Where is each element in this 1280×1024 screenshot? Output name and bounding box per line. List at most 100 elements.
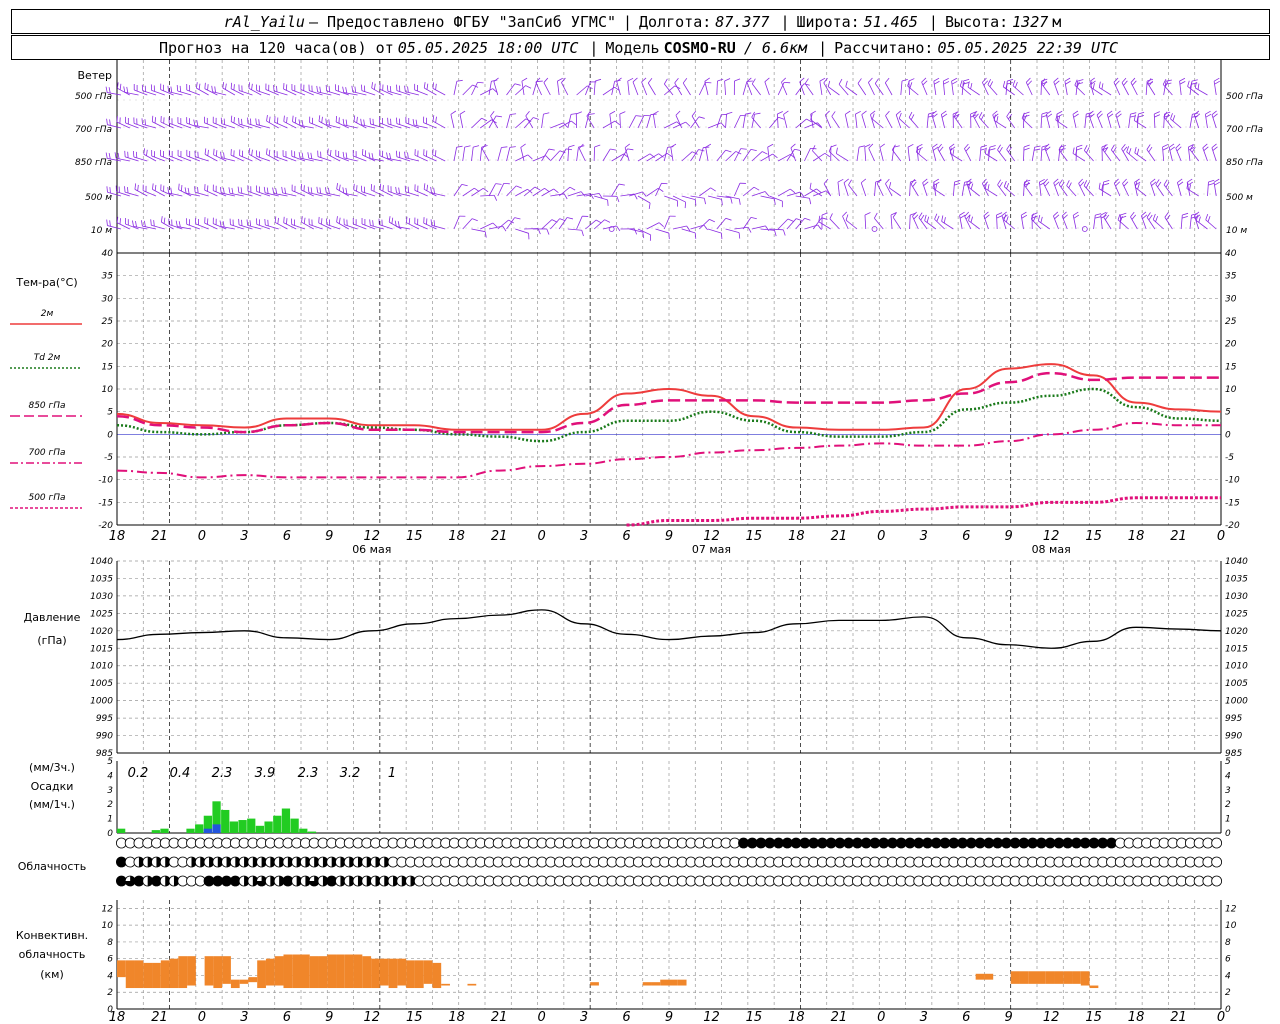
x-tick-label: 0 — [877, 529, 885, 544]
wind-barb-feather — [848, 179, 852, 186]
wind-barb-feather — [845, 110, 851, 115]
wind-barb-feather — [996, 215, 1003, 219]
wind-barb-feather — [845, 80, 848, 87]
wind-barb-feather — [1179, 77, 1186, 82]
wind-barb-feather — [432, 82, 435, 89]
wind-barb-feather — [1025, 181, 1030, 188]
wind-barb-staff — [543, 82, 551, 96]
wind-barb-feather — [275, 188, 278, 195]
wind-barb-feather — [924, 214, 927, 221]
wind-barb-feather — [745, 112, 752, 115]
wind-barb-staff — [1025, 82, 1033, 96]
wind-barb-feather — [1175, 143, 1181, 149]
wind-barb-feather — [548, 148, 555, 151]
wind-barb-feather — [1130, 211, 1135, 218]
wind-barb-staff — [168, 91, 183, 96]
wind-barb-staff — [266, 153, 279, 162]
wind-barb-feather — [1001, 211, 1007, 216]
wind-barb-staff — [941, 221, 954, 230]
temp-y-tick-right: 25 — [1225, 317, 1237, 327]
wind-barb-feather — [108, 153, 111, 160]
pressure-y-tick-right: 985 — [1225, 749, 1242, 759]
cloud-cover-half — [322, 876, 328, 886]
pressure-y-tick-right: 1035 — [1225, 574, 1248, 584]
wind-barb-feather — [408, 218, 411, 225]
wind-barb-staff — [742, 114, 746, 129]
calc-label: Рассчитано: — [834, 38, 934, 57]
convective-layer — [117, 954, 1099, 989]
wind-barb-feather — [694, 232, 697, 239]
wind-barb-feather — [1191, 146, 1196, 153]
wind-barb-feather — [1046, 113, 1053, 118]
day-label: 08 мая — [1032, 543, 1071, 556]
wind-barb-staff — [868, 82, 875, 96]
cloud-cover-half — [279, 857, 285, 867]
wind-calm-circle — [871, 226, 878, 232]
cloud-cover-full — [116, 876, 127, 886]
cloud-cover-full — [940, 838, 951, 848]
precip-unit-1h: (мм/1ч.) — [29, 798, 75, 811]
wind-barb-staff — [682, 82, 691, 96]
wind-barb-feather — [434, 150, 437, 157]
wind-barb-feather — [974, 113, 979, 119]
wind-barb-staff — [777, 82, 785, 96]
wind-barb-feather — [537, 228, 541, 235]
wind-barb-staff — [343, 192, 358, 197]
wind-barb-staff — [1003, 186, 1015, 197]
wind-barb-feather — [1034, 148, 1041, 151]
cloud-cover-full — [791, 838, 802, 848]
conv-cloud-bar-extra — [1054, 971, 1064, 984]
wind-barb-staff — [1020, 215, 1024, 230]
wind-barb-staff — [783, 114, 788, 129]
wind-barb-feather — [1023, 147, 1030, 151]
wind-barb-staff — [204, 154, 218, 162]
temp-y-tick-right: -5 — [1225, 453, 1234, 463]
wind-barb-staff — [777, 218, 789, 230]
wind-barb-staff — [777, 188, 791, 197]
wind-barb-feather — [153, 220, 155, 227]
wind-barb-staff — [221, 226, 235, 230]
wind-barb-staff — [895, 114, 902, 129]
wind-barb-feather — [435, 116, 437, 123]
wind-barb-feather — [818, 215, 821, 222]
wind-barb-staff — [160, 189, 174, 197]
wind-barb-staff — [1213, 182, 1217, 197]
cloud-cover-full — [878, 838, 889, 848]
wind-barb-feather — [141, 220, 143, 227]
wind-barb-feather — [1040, 216, 1043, 223]
wind-barb-feather — [1142, 214, 1148, 220]
cloud-cover-half — [209, 857, 215, 867]
wind-barb-feather — [432, 148, 434, 155]
wind-barb-staff — [627, 81, 630, 96]
x-tick-label: 12 — [1043, 529, 1060, 544]
conv-cloud-bar — [362, 956, 372, 989]
x-tick-label: 12 — [363, 529, 380, 544]
wind-barb-staff — [142, 190, 157, 197]
wind-barb-feather — [106, 219, 108, 226]
wind-barb-feather — [874, 212, 878, 219]
wind-barb-staff — [1102, 149, 1112, 162]
model-name: COSMO-RU — [663, 38, 736, 57]
wind-barb-staff — [979, 147, 982, 162]
wind-barb-feather — [307, 152, 310, 159]
wind-barb-feather — [1072, 110, 1079, 115]
wind-barb-feather — [501, 146, 508, 148]
wind-barb-feather — [557, 77, 563, 82]
wind-barb-feather — [983, 80, 989, 86]
cloud-cover-half — [340, 857, 346, 867]
wind-barb-staff — [646, 187, 659, 197]
wind-barb-feather — [1130, 77, 1136, 83]
wind-barb-feather — [211, 85, 213, 92]
wind-barb-staff — [273, 193, 288, 197]
conv-cloud-bar — [344, 954, 354, 989]
wind-barb-staff — [576, 216, 583, 230]
wind-barb-staff — [515, 228, 529, 234]
wind-barb-feather — [1166, 214, 1171, 221]
wind-barb-feather — [373, 83, 376, 90]
wind-barb-staff — [541, 219, 553, 230]
wind-barb-feather — [527, 154, 533, 160]
wind-barb-feather — [274, 216, 277, 223]
conv-cloud-bar-extra — [660, 979, 669, 986]
cloud-cover-full — [782, 838, 793, 848]
wind-barb-feather — [753, 186, 760, 191]
